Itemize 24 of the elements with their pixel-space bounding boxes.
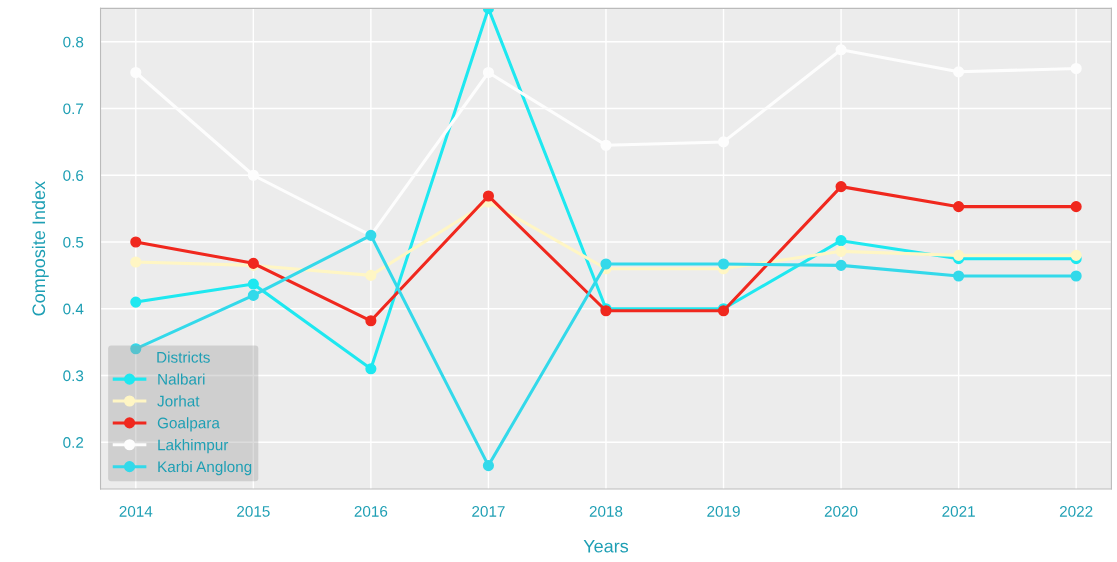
y-tick-label: 0.6 [63,170,84,181]
x-tick-label: 2017 [472,506,505,517]
legend-label: Goalpara [157,417,220,432]
y-tick-label: 0.4 [63,303,84,315]
x-tick-label: 2022 [1059,506,1093,517]
y-tick-label: 0.5 [63,236,84,248]
x-tick-label: 2016 [354,506,388,517]
y-tick-label: 0.8 [63,36,84,48]
x-axis-title: Years [583,539,629,553]
y-axis-title: Composite Index [31,181,49,316]
x-tick-label: 2019 [707,506,740,517]
x-tick-label: 2020 [824,506,858,517]
y-tick-label: 0.7 [63,103,84,115]
legend-label: Nalbari [158,373,205,385]
legend-label: Jorhat [157,395,200,407]
x-tick-label: 2021 [942,506,975,517]
legend-label: Karbi Anglong [158,460,252,476]
legend-title: Districts [157,351,210,363]
x-tick-label: 2018 [589,506,623,517]
y-tick-label: 0.3 [63,370,84,382]
y-tick-label: 0.2 [63,437,84,448]
x-tick-label: 2014 [119,506,153,517]
x-tick-label: 2015 [237,506,270,517]
legend-label: Lakhimpur [158,439,229,454]
